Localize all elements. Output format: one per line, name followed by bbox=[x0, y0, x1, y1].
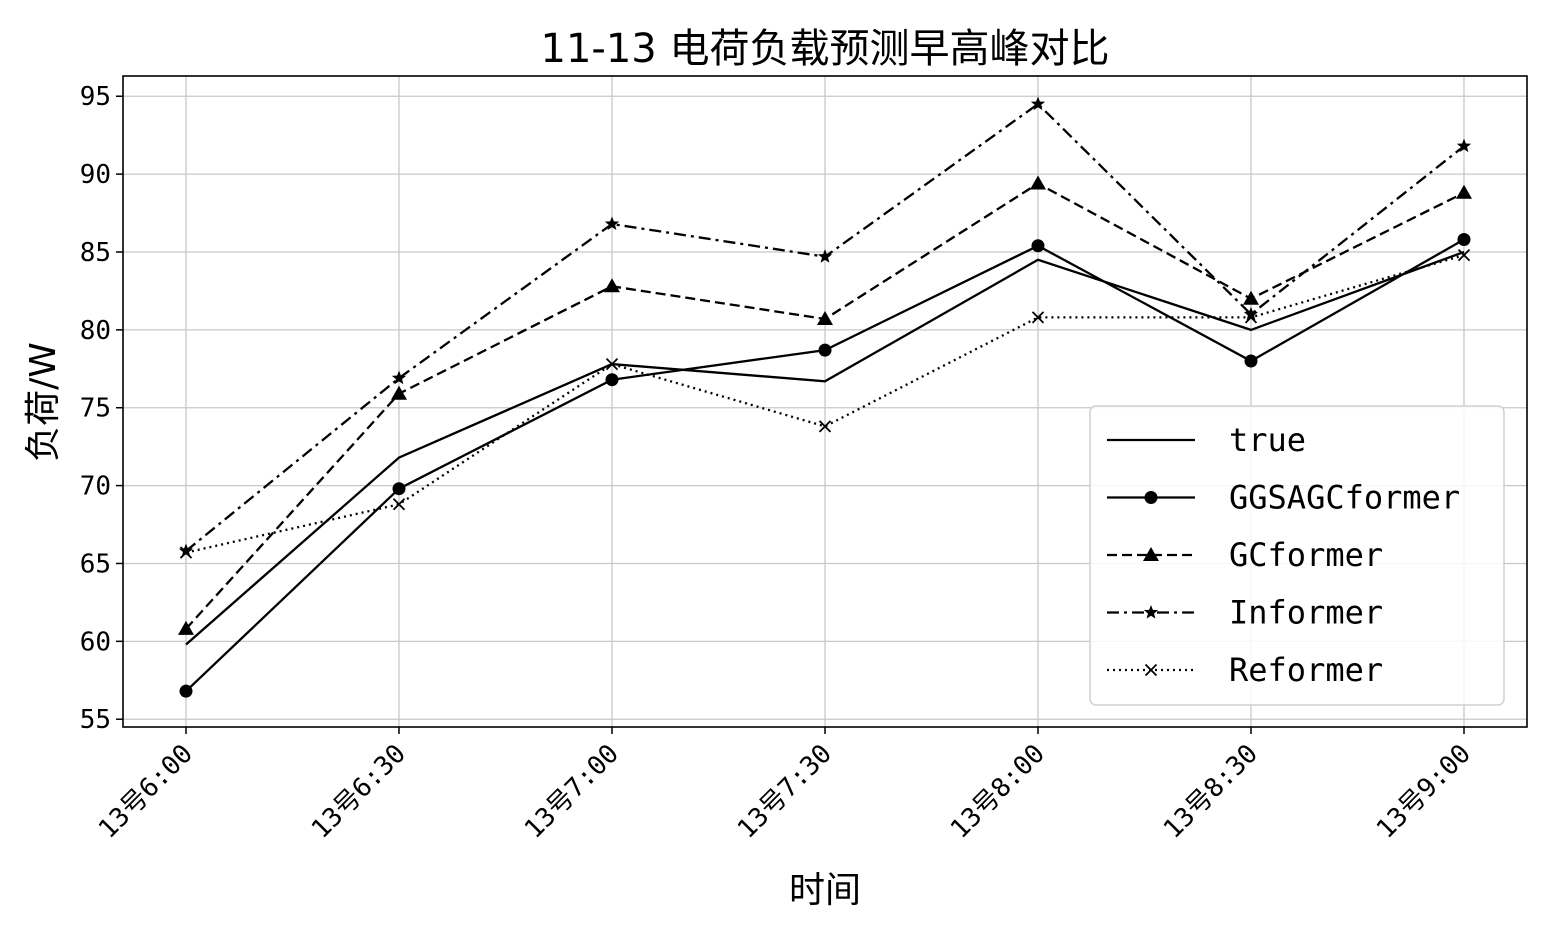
x-tick-label: 13号7:30 bbox=[732, 739, 838, 845]
series-true bbox=[185, 250, 1465, 646]
legend-marker bbox=[1144, 491, 1158, 504]
y-tick-label: 80 bbox=[80, 316, 111, 346]
data-point bbox=[391, 385, 407, 400]
x-axis-label: 时间 bbox=[789, 870, 861, 911]
x-tick-label: 13号6:30 bbox=[306, 739, 412, 845]
data-point bbox=[1030, 175, 1046, 190]
y-tick-label: 55 bbox=[80, 705, 111, 735]
legend: true GGSAGCformer GCformer Informer Reformer bbox=[1089, 405, 1505, 706]
data-point bbox=[604, 278, 620, 293]
data-point bbox=[392, 498, 406, 511]
legend-marker bbox=[1144, 663, 1158, 677]
data-point bbox=[178, 543, 194, 558]
data-point bbox=[179, 684, 193, 698]
data-point bbox=[817, 249, 833, 263]
y-tick-label: 65 bbox=[80, 549, 111, 579]
data-point bbox=[817, 310, 833, 325]
legend-item: Reformer bbox=[1107, 651, 1383, 689]
legend-marker bbox=[1143, 605, 1159, 619]
data-point bbox=[604, 216, 620, 231]
data-point bbox=[179, 546, 193, 559]
y-axis-ticks: 55 60 65 70 75 80 85 90 95 bbox=[80, 82, 123, 735]
legend-label: Reformer bbox=[1229, 651, 1383, 689]
data-point bbox=[178, 620, 194, 635]
legend-label: GGSAGCformer bbox=[1229, 479, 1460, 517]
data-point bbox=[1456, 184, 1472, 199]
series-informer bbox=[178, 96, 1472, 558]
data-point bbox=[1030, 96, 1046, 111]
x-tick-label: 13号9:00 bbox=[1371, 739, 1477, 845]
series-reformer bbox=[179, 248, 1471, 559]
legend-marker bbox=[1143, 547, 1159, 561]
data-point bbox=[1244, 354, 1258, 368]
data-point bbox=[1031, 239, 1045, 253]
data-point bbox=[1243, 306, 1259, 321]
x-axis-ticks: 13号6:00 13号6:30 13号7:00 13号7:30 13号8:00 13号8:… bbox=[93, 727, 1477, 845]
series-ggsagcformer bbox=[179, 233, 1471, 698]
legend-label: Informer bbox=[1229, 594, 1383, 632]
data-point bbox=[605, 357, 619, 371]
data-point bbox=[1244, 311, 1258, 324]
legend-item: true bbox=[1107, 421, 1306, 459]
series-layer bbox=[178, 96, 1472, 698]
legend-item: GCformer bbox=[1107, 536, 1383, 574]
legend-label: true bbox=[1229, 421, 1306, 459]
data-point bbox=[1457, 233, 1471, 247]
data-point bbox=[1457, 248, 1471, 262]
y-tick-label: 70 bbox=[80, 472, 111, 502]
data-point bbox=[391, 370, 407, 385]
x-tick-label: 13号6:00 bbox=[93, 739, 199, 845]
data-point bbox=[1456, 138, 1472, 153]
y-tick-label: 75 bbox=[80, 394, 111, 424]
legend-label: GCformer bbox=[1229, 536, 1383, 574]
legend-item: Informer bbox=[1107, 594, 1383, 632]
y-tick-label: 90 bbox=[80, 160, 111, 190]
data-point bbox=[818, 420, 832, 433]
x-tick-label: 13号7:00 bbox=[519, 739, 625, 845]
chart-title: 11-13 电荷负载预测早高峰对比 bbox=[541, 26, 1110, 72]
data-point bbox=[1243, 290, 1259, 305]
legend-item: GGSAGCformer bbox=[1107, 479, 1460, 517]
series-gcformer bbox=[178, 175, 1472, 635]
y-axis-label: 负荷/W bbox=[23, 342, 64, 462]
y-tick-label: 60 bbox=[80, 627, 111, 657]
legend-box bbox=[1089, 405, 1505, 706]
x-tick-label: 13号8:00 bbox=[945, 739, 1051, 845]
x-tick-label: 13号8:30 bbox=[1158, 739, 1264, 845]
data-point bbox=[818, 343, 832, 357]
series-line bbox=[185, 250, 1465, 646]
data-point bbox=[605, 373, 619, 387]
data-point bbox=[1031, 311, 1045, 324]
data-point bbox=[392, 482, 406, 496]
y-tick-label: 95 bbox=[80, 82, 111, 112]
y-tick-label: 85 bbox=[80, 238, 111, 268]
